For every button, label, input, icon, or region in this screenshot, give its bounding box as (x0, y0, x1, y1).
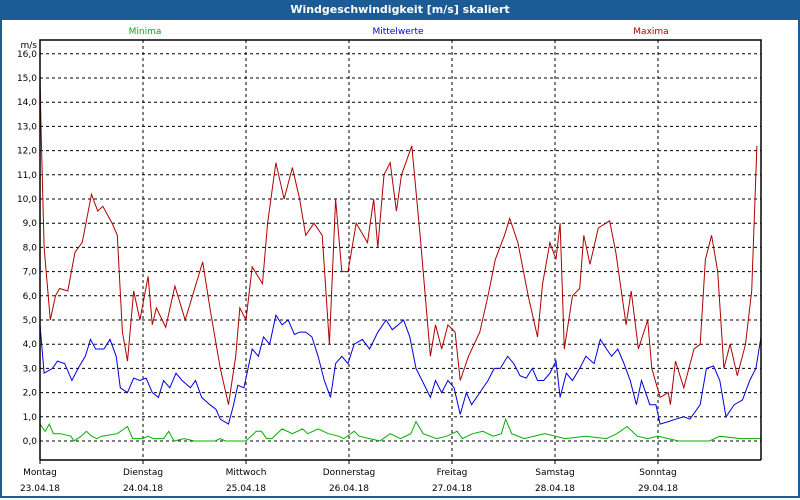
day-date-label: 24.04.18 (123, 484, 163, 494)
plot-frame (39, 39, 762, 460)
legend-maxima: Maxima (633, 27, 668, 37)
y-tick-label: 16,0 (17, 50, 37, 60)
day-name-label: Donnerstag (323, 468, 376, 478)
legend-minima: Minima (129, 27, 162, 37)
y-tick-label: 3,0 (23, 364, 38, 374)
y-tick-label: 7,0 (23, 268, 38, 278)
day-name-label: Dienstag (123, 468, 163, 478)
day-date-label: 29.04.18 (638, 484, 678, 494)
y-tick-label: 11,0 (17, 171, 37, 181)
day-name-label: Samstag (535, 468, 574, 478)
y-tick-label: 14,0 (17, 98, 37, 108)
y-tick-label: 4,0 (23, 340, 38, 350)
y-tick-label: 2,0 (23, 389, 38, 399)
y-tick-label: 8,0 (23, 243, 38, 253)
y-tick-label: 5,0 (23, 316, 38, 326)
y-tick-label: 15,0 (17, 74, 37, 84)
y-tick-label: 13,0 (17, 122, 37, 132)
day-date-label: 27.04.18 (432, 484, 472, 494)
y-tick-label: 10,0 (17, 195, 37, 205)
series-line-mittelwerte (39, 313, 762, 425)
legend-mittelwerte: Mittelwerte (372, 27, 423, 37)
day-date-label: 26.04.18 (329, 484, 369, 494)
y-tick-label: 6,0 (23, 292, 38, 302)
y-tick-label: 0,0 (23, 437, 38, 447)
window-title: Windgeschwindigkeit [m/s] skaliert (0, 0, 800, 20)
day-date-label: 23.04.18 (20, 484, 60, 494)
day-date-label: 28.04.18 (535, 484, 575, 494)
y-tick-label: 12,0 (17, 147, 37, 157)
day-date-label: 25.04.18 (226, 484, 266, 494)
y-tick-label: 1,0 (23, 413, 38, 423)
day-name-label: Mittwoch (226, 468, 267, 478)
day-name-label: Montag (23, 468, 57, 478)
y-tick-label: 9,0 (23, 219, 38, 229)
series-line-minima (39, 417, 761, 442)
series-line-maxima (39, 77, 758, 405)
day-name-label: Sonntag (639, 468, 676, 478)
day-name-label: Freitag (437, 468, 468, 478)
y-axis-label: m/s (21, 41, 38, 51)
